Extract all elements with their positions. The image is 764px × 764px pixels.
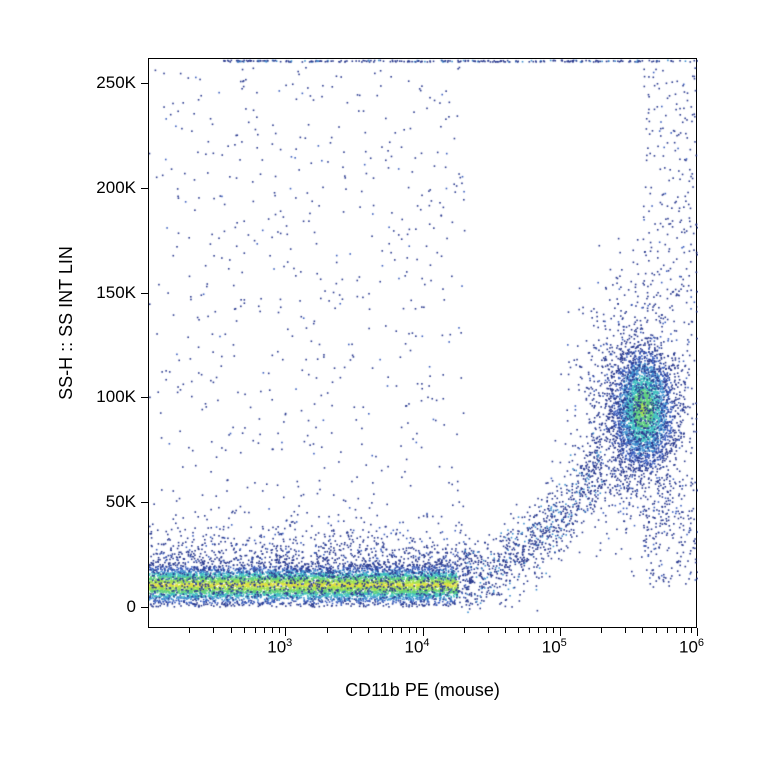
x-minor-tick-mark (416, 628, 417, 633)
x-minor-tick-mark (529, 628, 530, 633)
x-tick-mark (560, 628, 561, 636)
x-minor-tick-mark (518, 628, 519, 633)
figure-container: 0 50K 100K 150K 200K 250K 103 104 105 106 CD11b … (0, 0, 764, 764)
x-minor-tick-mark (488, 628, 489, 633)
plot-area (148, 58, 697, 628)
y-tick-mark (141, 607, 148, 608)
x-minor-tick-mark (464, 628, 465, 633)
x-minor-tick-mark (601, 628, 602, 633)
y-tick-mark (141, 502, 148, 503)
scatter-canvas (149, 59, 698, 629)
x-minor-tick-mark (213, 628, 214, 633)
y-tick-label: 0 (78, 597, 136, 617)
x-tick-mark (423, 628, 424, 636)
x-minor-tick-mark (189, 628, 190, 633)
x-minor-tick-mark (625, 628, 626, 633)
x-tick-mark (697, 628, 698, 636)
x-axis-label: CD11b PE (mouse) (148, 680, 697, 701)
x-minor-tick-mark (553, 628, 554, 633)
y-tick-mark (141, 293, 148, 294)
x-tick-label: 103 (267, 637, 292, 658)
x-tick-label: 105 (542, 637, 567, 658)
x-minor-tick-mark (272, 628, 273, 633)
x-minor-tick-mark (244, 628, 245, 633)
x-minor-tick-mark (667, 628, 668, 633)
y-axis-label: SS-H :: SS INT LIN (56, 223, 77, 423)
x-minor-tick-mark (231, 628, 232, 633)
x-tick-mark (285, 628, 286, 636)
x-minor-tick-mark (538, 628, 539, 633)
x-minor-tick-mark (546, 628, 547, 633)
x-minor-tick-mark (279, 628, 280, 633)
x-minor-tick-mark (505, 628, 506, 633)
x-minor-tick-mark (368, 628, 369, 633)
x-tick-label: 104 (405, 637, 430, 658)
x-minor-tick-mark (409, 628, 410, 633)
x-minor-tick-mark (684, 628, 685, 633)
x-minor-tick-mark (656, 628, 657, 633)
x-minor-tick-mark (351, 628, 352, 633)
x-tick-label: 106 (679, 637, 704, 658)
x-minor-tick-mark (691, 628, 692, 633)
x-minor-tick-mark (392, 628, 393, 633)
x-minor-tick-mark (255, 628, 256, 633)
y-tick-label: 150K (78, 283, 136, 303)
x-minor-tick-mark (264, 628, 265, 633)
y-tick-mark (141, 188, 148, 189)
x-minor-tick-mark (401, 628, 402, 633)
y-tick-label: 100K (78, 387, 136, 407)
x-minor-tick-mark (327, 628, 328, 633)
y-tick-label: 250K (78, 73, 136, 93)
x-minor-tick-mark (642, 628, 643, 633)
x-minor-tick-mark (676, 628, 677, 633)
y-tick-label: 200K (78, 178, 136, 198)
x-minor-tick-mark (381, 628, 382, 633)
y-tick-mark (141, 397, 148, 398)
y-tick-mark (141, 83, 148, 84)
y-tick-label: 50K (78, 492, 136, 512)
